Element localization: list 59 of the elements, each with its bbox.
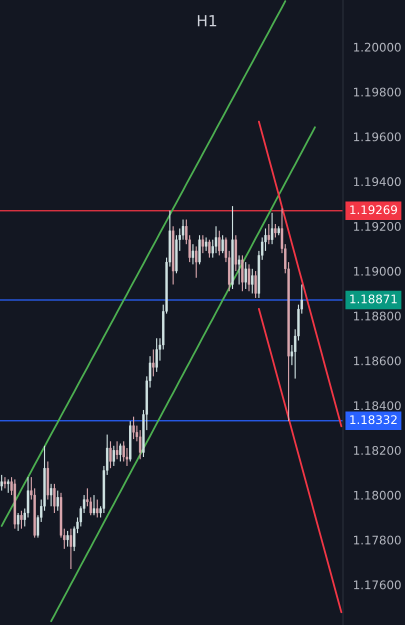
candlestick <box>192 244 194 265</box>
candlestick <box>214 226 218 254</box>
y-tick-label: 1.19000 <box>354 266 401 276</box>
candlestick <box>70 528 72 570</box>
candlestick <box>238 254 240 286</box>
candlestick <box>53 483 56 514</box>
candlestick <box>202 234 204 254</box>
line-series <box>258 308 342 614</box>
ref-line-label: 1.19269 <box>350 205 397 214</box>
candlestick <box>218 230 221 256</box>
candlestick <box>132 416 135 440</box>
candlestick <box>116 440 118 460</box>
candlestick <box>208 239 211 258</box>
candlestick <box>56 490 59 512</box>
candlestick <box>254 270 257 298</box>
y-tick-label: 1.17800 <box>354 536 401 545</box>
candlestick <box>138 430 142 460</box>
candlestick <box>270 212 274 245</box>
y-tick-label: 1.19400 <box>354 177 401 186</box>
line-series <box>0 0 286 527</box>
candlestick <box>96 498 99 518</box>
candlestick <box>66 530 69 548</box>
candlestick <box>4 476 6 489</box>
candlestick <box>122 440 125 462</box>
candlestick <box>152 348 155 377</box>
candlestick <box>195 246 198 278</box>
y-tick-label: 1.19200 <box>354 222 401 231</box>
candlestick <box>0 474 3 492</box>
candlestick <box>119 442 122 462</box>
candlestick <box>251 268 254 294</box>
candlestick <box>7 478 10 494</box>
candlestick <box>198 234 201 265</box>
candlestick <box>112 445 116 467</box>
line-series <box>50 126 316 622</box>
y-tick-label: 1.20000 <box>354 42 401 52</box>
candlestick <box>92 494 96 516</box>
y-tick-label: 1.19800 <box>354 88 401 96</box>
candlestick <box>155 338 158 372</box>
candlestick <box>204 236 208 252</box>
text: H1 <box>198 15 216 26</box>
y-tick-label: 1.18000 <box>354 490 401 500</box>
y-tick-label: 1.18600 <box>354 356 401 366</box>
candlestick <box>268 223 270 245</box>
y-tick-label: 1.18400 <box>354 401 401 410</box>
candlestick <box>241 254 244 292</box>
candlestick <box>274 223 277 238</box>
candlestick <box>20 510 23 530</box>
candlestick <box>244 262 247 290</box>
candlestick <box>16 512 20 532</box>
candlestick <box>248 264 250 292</box>
y-tick-label: 1.17600 <box>354 580 401 590</box>
text: 1.18871 <box>350 294 397 304</box>
candlestick <box>109 440 112 469</box>
candlestick <box>50 483 52 507</box>
y-tick-label: 1.18800 <box>354 312 401 321</box>
ref-line-label: 1.18332 <box>350 415 397 424</box>
candlestick <box>221 234 224 254</box>
y-tick-label: 1.19600 <box>354 132 401 142</box>
y-tick-label: 1.18200 <box>354 446 401 455</box>
